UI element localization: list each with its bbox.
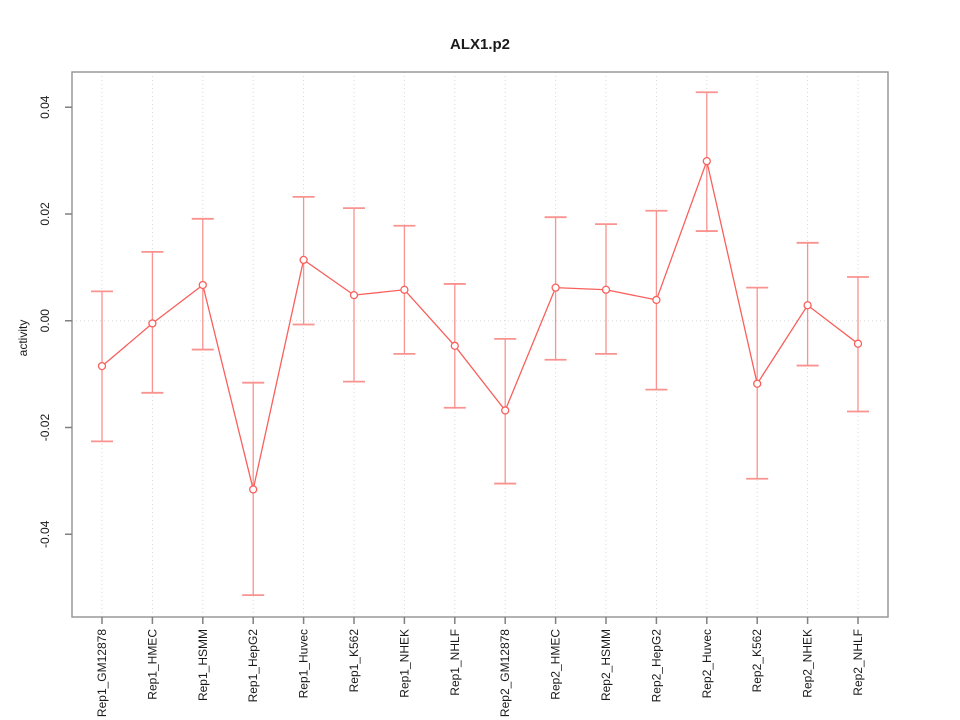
data-point-marker <box>551 283 560 292</box>
x-tick-label: Rep1_Huvec <box>297 629 311 698</box>
x-tick-label: Rep2_HMEC <box>549 629 563 700</box>
x-tick-label: Rep1_NHEK <box>397 629 411 698</box>
y-axis-title: activity <box>16 320 30 357</box>
chart-layers: -0.04 -0.02 0.00 0.02 0.04 Rep1_GM12878 Rep1_H… <box>38 71 889 717</box>
x-tick-label: Rep2_HepG2 <box>649 629 663 703</box>
y-tick-label: -0.02 <box>38 414 52 442</box>
data-point-marker <box>601 285 611 294</box>
x-tick-label: Rep2_Huvec <box>700 629 714 698</box>
data-point-marker <box>97 361 107 371</box>
y-tick-label: 0.02 <box>38 202 52 226</box>
data-point-marker <box>501 406 510 415</box>
data-point-marker <box>853 339 863 348</box>
y-tick-label: -0.04 <box>38 520 52 548</box>
x-tick-label: Rep1_NHLF <box>448 629 462 696</box>
data-point-marker <box>198 280 207 290</box>
series-line <box>101 158 859 490</box>
x-tick-label: Rep2_K562 <box>750 629 764 693</box>
x-tick-label: Rep1_HMEC <box>145 629 159 700</box>
data-point-marker <box>803 301 812 310</box>
data-point-marker <box>702 156 711 166</box>
x-tick-label: Rep2_GM12878 <box>498 629 512 717</box>
x-tick-label: Rep1_HepG2 <box>246 629 260 703</box>
chart-title: ALX1.p2 <box>450 36 510 53</box>
y-tick-label: 0.04 <box>38 95 52 119</box>
x-tick-label: Rep2_NHLF <box>851 629 865 696</box>
x-tick-label: Rep1_K562 <box>347 629 361 693</box>
x-tick-label: Rep1_HSMM <box>196 629 210 701</box>
data-point-marker <box>400 285 409 294</box>
data-point-marker <box>753 379 762 388</box>
plot-frame <box>71 71 889 618</box>
x-tick-label: Rep1_GM12878 <box>95 629 109 717</box>
data-point-marker <box>249 485 258 494</box>
x-tick-label: Rep2_NHEK <box>801 629 815 698</box>
x-tick-label: Rep2_HSMM <box>599 629 613 701</box>
data-point-marker <box>450 341 459 350</box>
y-tick-label: 0.00 <box>38 309 52 333</box>
data-point-marker <box>148 319 157 328</box>
data-point-marker <box>652 295 661 305</box>
data-point-marker <box>299 255 308 265</box>
data-point-marker <box>349 290 359 300</box>
